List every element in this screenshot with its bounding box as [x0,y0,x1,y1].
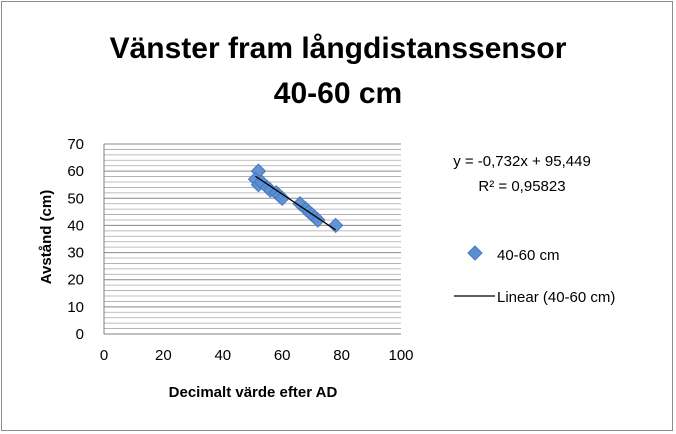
data-point [274,190,290,206]
y-axis-title: Avstånd (cm) [38,190,55,284]
y-tick-label: 10 [67,299,84,316]
y-tick-label: 30 [67,245,84,262]
chart-title-line-2: 40-60 cm [274,77,402,110]
y-tick-labels: 0 10 20 30 40 50 60 70 [67,136,84,343]
x-tick-label: 0 [100,347,108,364]
data-points [247,163,344,234]
y-tick-label: 70 [67,136,84,153]
data-point [310,212,326,228]
y-tick-label: 50 [67,190,84,207]
y-tick-label: 20 [67,272,84,289]
y-tick-label: 40 [67,217,84,234]
x-tick-label: 60 [274,347,291,364]
x-axis-title: Decimalt värde efter AD [169,384,338,401]
trendline [255,175,337,231]
legend-entry-trendline: Linear (40-60 cm) [497,289,615,306]
x-tick-labels: 0 20 40 60 80 100 [100,347,414,364]
x-tick-label: 40 [214,347,231,364]
axes [103,144,401,335]
legend-marker-diamond [467,245,483,261]
legend-entry-series: 40-60 cm [497,247,560,264]
trendline-layer [255,175,337,231]
x-tick-label: 100 [388,347,413,364]
trendline-r-squared: R² = 0,95823 [478,178,565,195]
data-point [327,217,344,234]
trendline-equation: y = -0,732x + 95,449 [453,153,591,170]
chart-title-line-1: Vänster fram långdistanssensor [110,32,567,65]
x-tick-label: 20 [155,347,172,364]
x-tick-label: 80 [333,347,350,364]
y-tick-label: 0 [76,326,84,343]
legend: 40-60 cm Linear (40-60 cm) [454,245,615,306]
y-tick-label: 60 [67,163,84,180]
